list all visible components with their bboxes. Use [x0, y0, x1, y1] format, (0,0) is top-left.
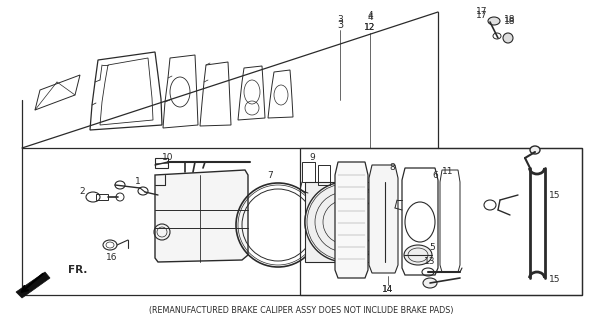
Text: 10: 10 — [163, 154, 174, 163]
Text: 18: 18 — [504, 18, 516, 27]
Text: 14: 14 — [382, 285, 394, 294]
Text: 12: 12 — [364, 22, 376, 31]
Text: 17: 17 — [476, 11, 488, 20]
Text: 5: 5 — [429, 244, 435, 252]
Text: 4: 4 — [367, 11, 373, 20]
Ellipse shape — [380, 182, 390, 262]
Text: 14: 14 — [382, 285, 394, 294]
Text: 6: 6 — [432, 171, 438, 180]
Text: 15: 15 — [549, 190, 560, 199]
Polygon shape — [335, 162, 368, 278]
Bar — [22, 148, 582, 295]
Text: (REMANUFACTURED BRAKE CALIPER ASSY DOES NOT INCLUDE BRAKE PADS): (REMANUFACTURED BRAKE CALIPER ASSY DOES … — [149, 307, 453, 316]
Text: 2: 2 — [79, 188, 85, 196]
Ellipse shape — [423, 278, 437, 288]
Text: 18: 18 — [504, 15, 516, 25]
Ellipse shape — [404, 245, 432, 265]
Ellipse shape — [530, 146, 540, 154]
Text: 8: 8 — [389, 164, 395, 172]
Bar — [300, 148, 582, 295]
Text: 3: 3 — [337, 15, 343, 25]
Text: 9: 9 — [309, 154, 315, 163]
Bar — [305, 182, 385, 262]
Text: 13: 13 — [424, 258, 436, 267]
Ellipse shape — [488, 17, 500, 25]
Text: 15: 15 — [549, 276, 560, 284]
Text: FR.: FR. — [68, 265, 87, 275]
Text: 11: 11 — [442, 167, 454, 177]
Polygon shape — [155, 170, 248, 262]
Ellipse shape — [503, 33, 513, 43]
Text: 3: 3 — [337, 20, 343, 30]
Text: 16: 16 — [106, 253, 118, 262]
Polygon shape — [369, 165, 398, 273]
Text: 17: 17 — [476, 7, 488, 17]
Polygon shape — [16, 272, 50, 298]
Text: 7: 7 — [267, 171, 273, 180]
Text: 1: 1 — [135, 178, 141, 187]
Text: 12: 12 — [364, 22, 376, 31]
Ellipse shape — [305, 182, 385, 262]
Bar — [96, 194, 108, 200]
Text: 4: 4 — [367, 13, 373, 22]
